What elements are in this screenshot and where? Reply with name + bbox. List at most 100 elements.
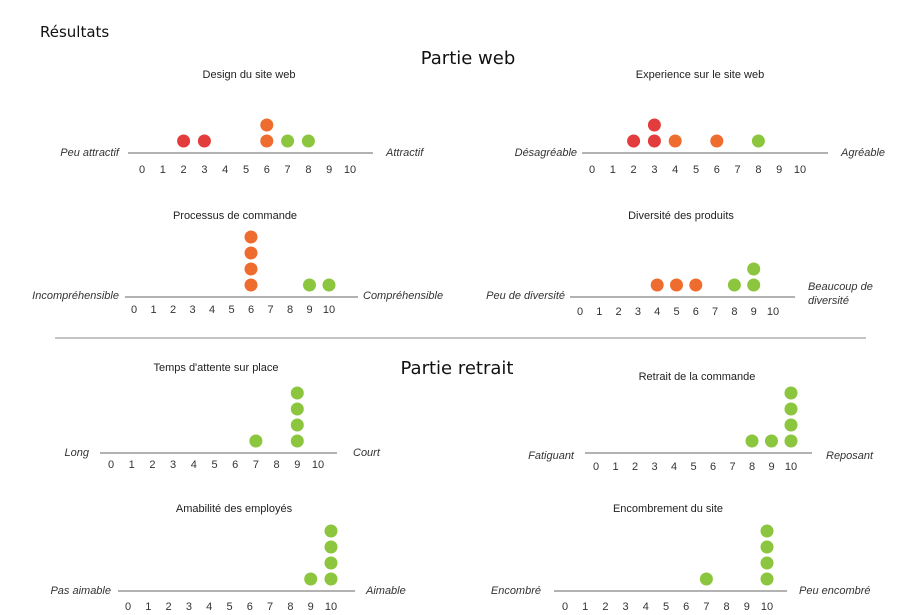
data-point: [668, 134, 682, 148]
tick-label: 5: [690, 461, 696, 473]
tick-label: 5: [211, 459, 217, 471]
data-point: [197, 134, 211, 148]
tick-label: 7: [267, 601, 273, 613]
data-point: [751, 134, 765, 148]
chart-title: Experience sur le site web: [636, 69, 764, 81]
chart-retrait: Retrait de la commande Fatiguant Reposant 0…: [528, 371, 874, 473]
tick-label: 6: [264, 164, 270, 176]
data-point: [244, 230, 258, 244]
data-point: [304, 572, 318, 586]
tick-label: 4: [672, 164, 678, 176]
section-title-retrait: Partie retrait: [401, 358, 514, 379]
data-point: [244, 278, 258, 292]
data-point: [244, 262, 258, 276]
tick-label: 1: [129, 459, 135, 471]
tick-label: 4: [222, 164, 228, 176]
tick-label: 8: [755, 164, 761, 176]
tick-label: 9: [306, 304, 312, 316]
tick-label: 0: [131, 304, 137, 316]
tick-label: 2: [632, 461, 638, 473]
right-pole-label: Beaucoup de: [808, 281, 873, 293]
chart-experience: Experience sur le site web Désagréable Agr…: [515, 69, 885, 176]
left-pole-label: Fatiguant: [528, 450, 575, 462]
tick-label: 5: [243, 164, 249, 176]
right-pole-label: Peu encombré: [799, 585, 871, 597]
right-pole-label: Reposant: [826, 450, 874, 462]
data-point: [301, 134, 315, 148]
tick-label: 2: [149, 459, 155, 471]
data-point: [689, 278, 703, 292]
data-point: [290, 402, 304, 416]
tick-label: 9: [768, 461, 774, 473]
right-pole-label: Compréhensible: [363, 290, 443, 302]
tick-label: 2: [181, 164, 187, 176]
right-pole-label: diversité: [808, 295, 849, 307]
right-pole-label: Court: [353, 447, 381, 459]
charts-container: Design du site web Peu attractif Attractif…: [32, 69, 885, 613]
data-point: [290, 434, 304, 448]
data-point: [244, 246, 258, 260]
data-point: [699, 572, 713, 586]
left-pole-label: Pas aimable: [50, 585, 111, 597]
data-point: [290, 386, 304, 400]
tick-label: 1: [596, 306, 602, 318]
tick-label: 3: [651, 164, 657, 176]
tick-label: 2: [616, 306, 622, 318]
chart-title: Amabilité des employés: [176, 503, 293, 515]
tick-label: 6: [693, 306, 699, 318]
data-point: [710, 134, 724, 148]
data-point: [760, 556, 774, 570]
tick-label: 8: [749, 461, 755, 473]
data-point: [760, 524, 774, 538]
chart-title: Encombrement du site: [613, 503, 723, 515]
data-point: [784, 402, 798, 416]
tick-label: 3: [186, 601, 192, 613]
data-point: [760, 572, 774, 586]
data-point: [324, 572, 338, 586]
tick-label: 3: [635, 306, 641, 318]
data-point: [324, 556, 338, 570]
tick-label: 10: [794, 164, 806, 176]
tick-label: 0: [562, 601, 568, 613]
tick-label: 4: [206, 601, 212, 613]
left-pole-label: Long: [65, 447, 90, 459]
chart-attente: Temps d'attente sur place Long Court 0 1 2 3 4 5…: [65, 362, 381, 471]
tick-label: 10: [312, 459, 324, 471]
tick-label: 5: [226, 601, 232, 613]
tick-label: 1: [612, 461, 618, 473]
tick-label: 0: [589, 164, 595, 176]
tick-label: 6: [247, 601, 253, 613]
tick-label: 2: [170, 304, 176, 316]
chart-encombrement: Encombrement du site Encombré Peu encombré…: [491, 503, 871, 613]
page-title: Résultats: [40, 23, 109, 41]
tick-label: 4: [643, 601, 649, 613]
tick-label: 3: [201, 164, 207, 176]
chart-commande: Processus de commande Incompréhensible Com…: [32, 210, 443, 316]
tick-label: 4: [191, 459, 197, 471]
tick-label: 3: [623, 601, 629, 613]
chart-title: Diversité des produits: [628, 210, 734, 222]
data-point: [760, 540, 774, 554]
tick-label: 4: [209, 304, 215, 316]
tick-label: 7: [735, 164, 741, 176]
data-point: [324, 524, 338, 538]
tick-label: 8: [731, 306, 737, 318]
tick-label: 9: [751, 306, 757, 318]
right-pole-label: Aimable: [365, 585, 406, 597]
data-point: [670, 278, 683, 292]
tick-label: 8: [287, 304, 293, 316]
tick-label: 0: [125, 601, 131, 613]
tick-label: 5: [673, 306, 679, 318]
data-point: [747, 278, 761, 292]
data-point: [745, 434, 759, 448]
left-pole-label: Incompréhensible: [32, 290, 119, 302]
data-point: [784, 434, 798, 448]
data-point: [747, 262, 761, 276]
tick-label: 1: [610, 164, 616, 176]
data-point: [784, 386, 798, 400]
left-pole-label: Encombré: [491, 585, 541, 597]
tick-label: 1: [145, 601, 151, 613]
tick-label: 9: [776, 164, 782, 176]
tick-label: 4: [671, 461, 677, 473]
